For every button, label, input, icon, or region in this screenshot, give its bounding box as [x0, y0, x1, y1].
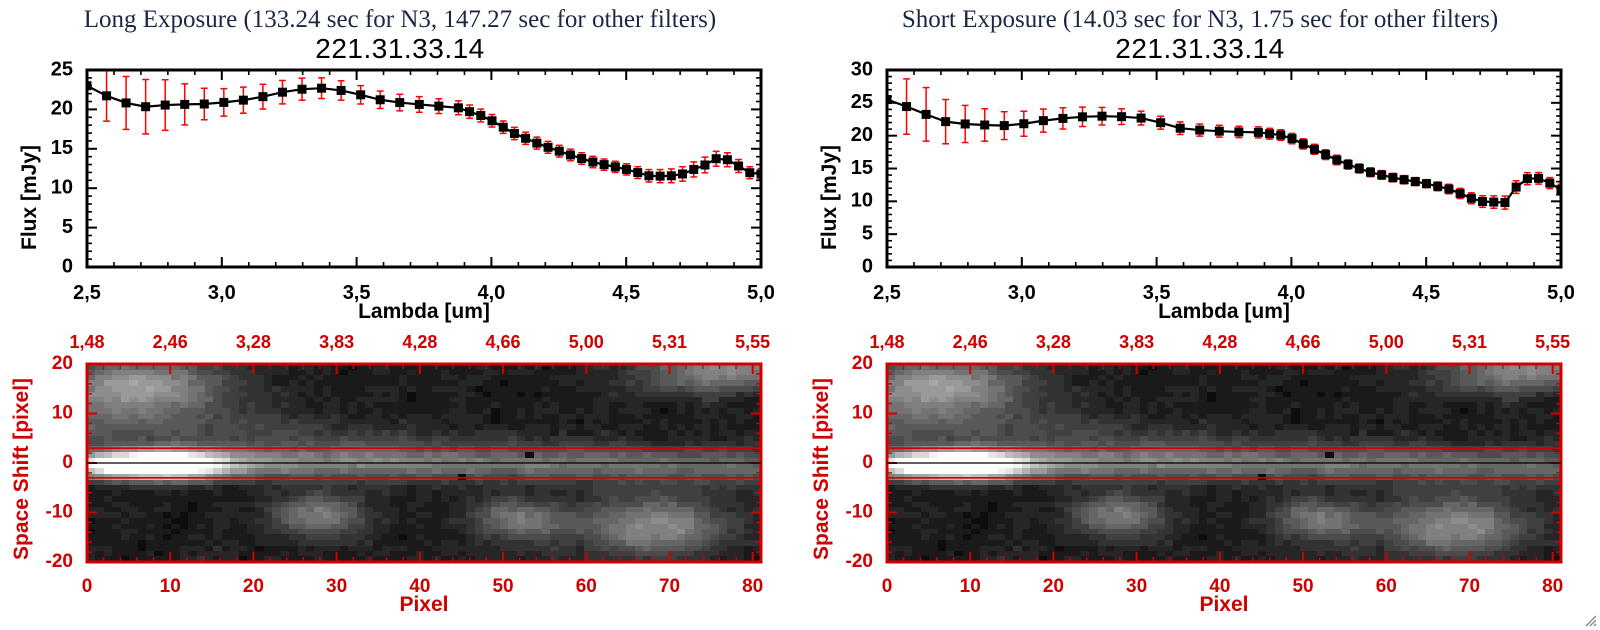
svg-text:5,00: 5,00: [1369, 332, 1404, 352]
svg-text:4,66: 4,66: [486, 332, 521, 352]
svg-text:20: 20: [851, 124, 873, 146]
svg-text:2,46: 2,46: [153, 332, 188, 352]
svg-text:5: 5: [862, 222, 873, 244]
svg-text:3,28: 3,28: [1036, 332, 1071, 352]
svg-text:3,83: 3,83: [319, 332, 354, 352]
svg-text:15: 15: [851, 157, 873, 179]
svg-text:10: 10: [851, 190, 873, 212]
svg-text:30: 30: [851, 58, 873, 80]
svg-text:1,48: 1,48: [869, 332, 904, 352]
svg-text:20: 20: [52, 353, 73, 374]
svg-text:-10: -10: [46, 502, 73, 523]
svg-text:4,28: 4,28: [1202, 332, 1237, 352]
svg-text:0: 0: [62, 255, 73, 277]
svg-text:4,28: 4,28: [402, 332, 437, 352]
svg-text:5,31: 5,31: [652, 332, 687, 352]
svg-text:5,55: 5,55: [1535, 332, 1570, 352]
svg-text:20: 20: [852, 353, 873, 374]
svg-text:10: 10: [852, 403, 873, 424]
svg-text:5,55: 5,55: [735, 332, 770, 352]
svg-text:3,83: 3,83: [1119, 332, 1154, 352]
svg-text:4,66: 4,66: [1286, 332, 1321, 352]
svg-text:25: 25: [51, 58, 73, 80]
svg-text:5: 5: [62, 216, 73, 238]
svg-text:-10: -10: [846, 502, 873, 523]
svg-text:15: 15: [51, 137, 73, 159]
svg-text:-20: -20: [846, 551, 873, 572]
svg-text:5,31: 5,31: [1452, 332, 1487, 352]
svg-text:1,48: 1,48: [69, 332, 104, 352]
svg-text:2,46: 2,46: [953, 332, 988, 352]
svg-text:10: 10: [51, 176, 73, 198]
svg-text:0: 0: [62, 452, 73, 473]
svg-text:3,28: 3,28: [236, 332, 271, 352]
svg-text:10: 10: [52, 403, 73, 424]
svg-text:5,00: 5,00: [569, 332, 604, 352]
svg-text:0: 0: [862, 255, 873, 277]
svg-text:20: 20: [51, 98, 73, 120]
svg-text:-20: -20: [46, 551, 73, 572]
svg-text:25: 25: [851, 91, 873, 113]
svg-text:0: 0: [862, 452, 873, 473]
